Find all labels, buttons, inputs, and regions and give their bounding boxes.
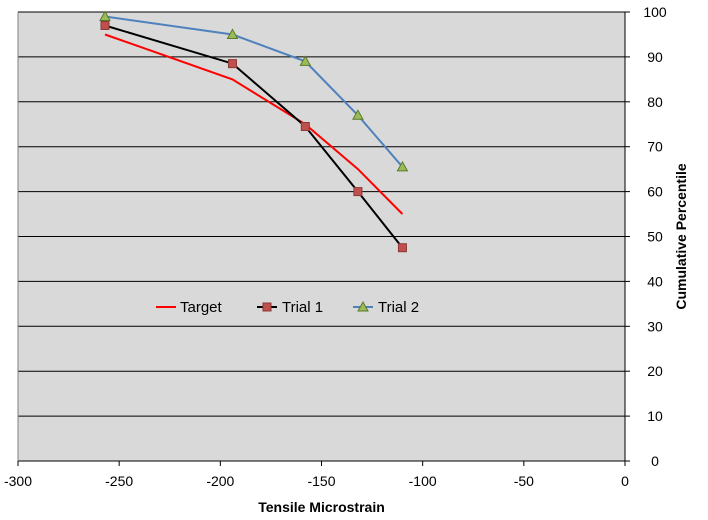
marker-triangle [226, 28, 239, 39]
x-tick-label: 0 [621, 473, 629, 489]
legend: Target Trial 1 Trial 2 [156, 299, 419, 316]
y-tick-label: 50 [647, 229, 663, 245]
legend-item: Target [156, 299, 223, 316]
x-tick-labels: -300 -250 -200 -150 -100 -50 0 [4, 473, 629, 489]
y-tick-label: 100 [643, 4, 667, 20]
y-tick-labels: 0 10 20 30 40 50 60 70 80 90 100 [643, 4, 667, 469]
marker-square [353, 187, 363, 197]
marker-square [262, 302, 272, 312]
marker-square [227, 59, 237, 69]
series-1 [100, 20, 407, 253]
y-tick-label: 70 [647, 139, 663, 155]
x-tick-label: -300 [4, 473, 32, 489]
legend-item: Trial 2 [353, 299, 419, 316]
y-tick-label: 10 [647, 408, 663, 424]
gridlines [18, 11, 625, 417]
marker-square [300, 121, 310, 131]
legend-label: Trial 2 [378, 299, 419, 316]
y-tick-label: 30 [647, 318, 663, 334]
y-tick-label: 90 [647, 49, 663, 65]
legend-label: Target [180, 299, 223, 316]
marker-triangle [299, 55, 312, 66]
y-axis-title: Cumulative Percentile [673, 163, 689, 309]
y-tick-label: 0 [651, 453, 659, 469]
series-group [99, 10, 409, 253]
legend-item: Trial 1 [257, 299, 323, 316]
marker-triangle [357, 300, 369, 312]
x-tick-label: -150 [307, 473, 335, 489]
marker-square [397, 243, 407, 253]
y-tick-label: 60 [647, 184, 663, 200]
x-tick-label: -250 [105, 473, 133, 489]
y-tick-label: 40 [647, 273, 663, 289]
y-tick-label: 20 [647, 363, 663, 379]
marker-square [100, 20, 110, 30]
legend-label: Trial 1 [282, 299, 323, 316]
x-tick-label: -100 [409, 473, 437, 489]
marker-triangle [99, 10, 111, 21]
marker-triangle [352, 109, 364, 120]
axes [17, 11, 630, 466]
x-axis-title: Tensile Microstrain [258, 499, 385, 515]
series-2 [99, 10, 409, 172]
y-tick-label: 80 [647, 94, 663, 110]
x-tick-label: -50 [514, 473, 534, 489]
x-tick-label: -200 [206, 473, 234, 489]
marker-triangle [396, 160, 409, 172]
